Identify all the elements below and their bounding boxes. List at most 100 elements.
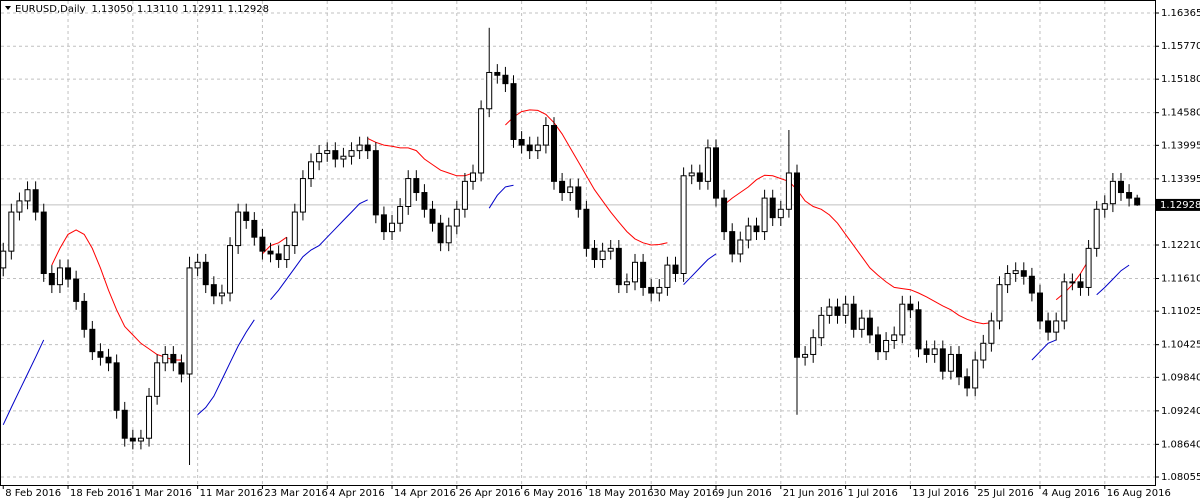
candle-body bbox=[470, 172, 477, 182]
candle-body bbox=[810, 337, 817, 355]
candle-body bbox=[583, 208, 590, 249]
candle-body bbox=[891, 334, 898, 341]
x-tick-label: 1 Jul 2016 bbox=[848, 488, 898, 499]
candle-body bbox=[1109, 180, 1116, 205]
candle-body bbox=[680, 175, 687, 274]
candle-body bbox=[202, 261, 209, 286]
candle-body bbox=[615, 247, 622, 286]
candle-body bbox=[461, 180, 468, 210]
y-tick-label: 1.14580 bbox=[1161, 108, 1200, 119]
candle-body bbox=[478, 108, 485, 174]
candle-body bbox=[988, 320, 995, 344]
candle-body bbox=[218, 292, 225, 297]
candle-body bbox=[761, 197, 768, 233]
y-tick-label: 1.11610 bbox=[1161, 274, 1200, 285]
candle-body bbox=[518, 138, 525, 146]
candle-body bbox=[793, 172, 800, 358]
candle-body bbox=[291, 211, 298, 247]
header-value: 1.12911 bbox=[182, 4, 223, 15]
candle-body bbox=[283, 245, 290, 261]
candle-body bbox=[1077, 281, 1084, 288]
candle-body bbox=[170, 353, 177, 364]
candle-body bbox=[688, 172, 695, 177]
candle-body bbox=[129, 437, 136, 442]
candle-body bbox=[267, 250, 274, 255]
candle-body bbox=[380, 214, 387, 233]
y-tick-label: 1.11025 bbox=[1161, 306, 1200, 317]
candle-body bbox=[40, 211, 47, 274]
candle-body bbox=[640, 261, 647, 288]
x-tick-label: 14 Apr 2016 bbox=[394, 488, 456, 499]
x-tick-label: 16 Aug 2016 bbox=[1107, 488, 1171, 499]
candle-body bbox=[1093, 208, 1100, 249]
indicator-line bbox=[2, 184, 1130, 426]
candle-body bbox=[939, 348, 946, 372]
candle-body bbox=[405, 178, 412, 207]
candle-body bbox=[429, 208, 436, 224]
candle-body bbox=[137, 437, 144, 442]
candle-body bbox=[437, 222, 444, 244]
candle-body bbox=[243, 211, 250, 221]
x-tick-label: 1 Mar 2016 bbox=[135, 488, 192, 499]
x-tick-label: 4 Aug 2016 bbox=[1042, 488, 1100, 499]
candle-body bbox=[1053, 320, 1060, 333]
candle-body bbox=[299, 178, 306, 213]
candle-body bbox=[445, 225, 452, 244]
candle-body bbox=[105, 356, 112, 364]
candle-body bbox=[769, 197, 776, 219]
candle-body bbox=[866, 317, 873, 336]
candle-body bbox=[146, 395, 153, 439]
y-tick-label: 1.13395 bbox=[1161, 174, 1200, 185]
x-tick-label: 9 Jun 2016 bbox=[718, 488, 772, 499]
candle-body bbox=[210, 284, 217, 297]
candle-body bbox=[802, 353, 809, 358]
x-tick-label: 4 Apr 2016 bbox=[329, 488, 384, 499]
candle-body bbox=[591, 247, 598, 261]
candle-body bbox=[65, 267, 72, 280]
y-tick-label: 1.15180 bbox=[1161, 74, 1200, 85]
candle-body bbox=[316, 152, 323, 163]
candle-body bbox=[842, 303, 849, 316]
candle-body bbox=[874, 334, 881, 353]
candle-body bbox=[1117, 180, 1124, 194]
candle-body bbox=[73, 278, 80, 302]
candle-body bbox=[607, 247, 614, 252]
candle-body bbox=[745, 225, 752, 241]
candle-body bbox=[1085, 247, 1092, 288]
plot-frame bbox=[0, 0, 1156, 486]
candle-body bbox=[632, 261, 639, 283]
last-price-label: 1.12928 bbox=[1160, 200, 1200, 211]
header-arrow bbox=[5, 6, 11, 10]
candle-body bbox=[1012, 270, 1019, 274]
candle-body bbox=[858, 317, 865, 330]
candle-body bbox=[672, 264, 679, 274]
candle-body bbox=[996, 284, 1003, 322]
y-tick-label: 1.08640 bbox=[1161, 439, 1200, 450]
x-tick-label: 13 Jul 2016 bbox=[912, 488, 969, 499]
y-tick-label: 1.12210 bbox=[1161, 240, 1200, 251]
candle-body bbox=[980, 342, 987, 361]
x-tick-label: 26 Apr 2016 bbox=[459, 488, 521, 499]
candle-body bbox=[818, 314, 825, 339]
y-tick-label: 1.13995 bbox=[1161, 140, 1200, 151]
candle-body bbox=[356, 144, 363, 152]
candle-body bbox=[923, 348, 930, 355]
x-tick-label: 18 Feb 2016 bbox=[70, 488, 132, 499]
candle-body bbox=[964, 376, 971, 389]
candle-body bbox=[251, 219, 258, 238]
y-tick-label: 1.08055 bbox=[1161, 472, 1200, 483]
candle-body bbox=[1069, 281, 1076, 284]
candle-body bbox=[259, 236, 266, 252]
candle-body bbox=[372, 150, 379, 216]
y-tick-label: 1.10425 bbox=[1161, 340, 1200, 351]
candle-body bbox=[785, 172, 792, 210]
candle-body bbox=[1028, 275, 1035, 294]
candle-body bbox=[324, 150, 331, 154]
candle-body bbox=[0, 250, 7, 269]
candle-body bbox=[502, 74, 509, 85]
y-tick-label: 1.09840 bbox=[1161, 372, 1200, 383]
x-tick-label: 23 Mar 2016 bbox=[264, 488, 327, 499]
candle-body bbox=[421, 192, 428, 210]
candle-body bbox=[551, 125, 558, 182]
